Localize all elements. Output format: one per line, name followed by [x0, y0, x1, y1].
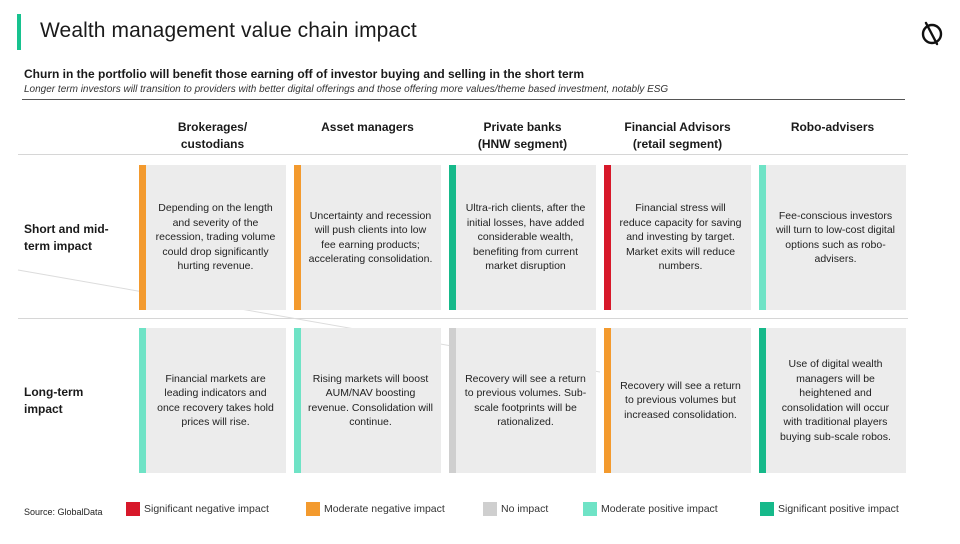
impact-color-bar: [449, 328, 456, 473]
legend-swatch: [306, 502, 320, 516]
title-accent-bar: [17, 14, 21, 50]
column-header-brokerages: Brokerages/custodians: [177, 120, 248, 151]
impact-color-bar: [449, 165, 456, 310]
impact-cell: Ultra-rich clients, after the initial lo…: [449, 165, 596, 310]
subtitle: Churn in the portfolio will benefit thos…: [24, 67, 585, 81]
legend-item-moderate-negative: Moderate negative impact: [306, 502, 445, 516]
row-divider: [18, 318, 908, 319]
legend-item-no-impact: No impact: [483, 502, 548, 516]
impact-color-bar: [294, 328, 301, 473]
column-header-financial-advisors: Financial Advisors (retail segment): [624, 120, 731, 151]
impact-cell: Use of digital wealth managers will be h…: [759, 328, 906, 473]
legend-swatch: [583, 502, 597, 516]
impact-color-bar: [139, 165, 146, 310]
subtitle-italic: Longer term investors will transition to…: [24, 84, 669, 95]
legend-item-moderate-positive: Moderate positive impact: [583, 502, 718, 516]
header-divider: [22, 99, 905, 100]
column-header-asset-managers: Asset managers: [321, 120, 414, 134]
legend-swatch: [760, 502, 774, 516]
source-note: Source: GlobalData: [24, 507, 103, 517]
impact-cell: Financial markets are leading indicators…: [139, 328, 286, 473]
impact-color-bar: [604, 165, 611, 310]
impact-color-bar: [294, 165, 301, 310]
impact-cell: Financial stress will reduce capacity fo…: [604, 165, 751, 310]
impact-color-bar: [759, 328, 766, 473]
impact-color-bar: [604, 328, 611, 473]
impact-cell: Depending on the length and severity of …: [139, 165, 286, 310]
impact-cell: Recovery will see a return to previous v…: [604, 328, 751, 473]
legend-item-significant-positive: Significant positive impact: [760, 502, 899, 516]
impact-cell: Rising markets will boost AUM/NAV boosti…: [294, 328, 441, 473]
row-label-short-term: Short and mid-term impact: [24, 222, 109, 253]
impact-cell: Uncertainty and recession will push clie…: [294, 165, 441, 310]
impact-cell: Fee-conscious investors will turn to low…: [759, 165, 906, 310]
impact-cell: Recovery will see a return to previous v…: [449, 328, 596, 473]
column-header-robo-advisers: Robo-advisers: [790, 120, 875, 134]
column-header-private-banks: Private banks (HNW segment): [477, 120, 568, 151]
impact-color-bar: [759, 165, 766, 310]
page-title: Wealth management value chain impact: [40, 19, 417, 42]
legend-item-significant-negative: Significant negative impact: [126, 502, 269, 516]
row-label-long-term: Long-term impact: [24, 385, 84, 416]
legend-swatch: [126, 502, 140, 516]
impact-color-bar: [139, 328, 146, 473]
legend-swatch: [483, 502, 497, 516]
row-divider: [18, 154, 908, 155]
globaldata-logo-icon: [921, 21, 943, 46]
